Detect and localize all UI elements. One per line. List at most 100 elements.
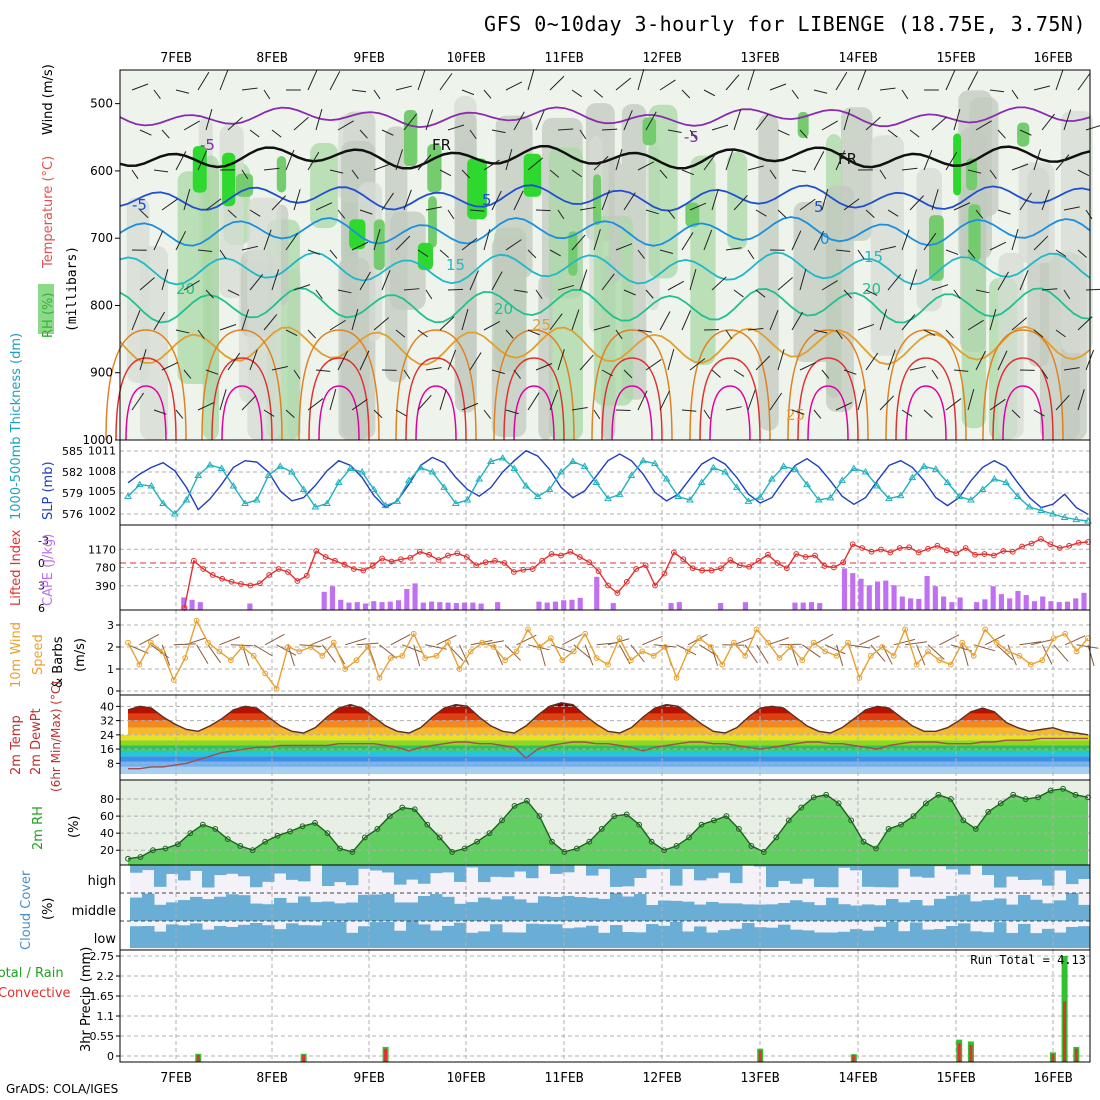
wind-barb xyxy=(491,129,506,134)
cloud-cover-block xyxy=(478,865,491,883)
lifted-index-line-point xyxy=(407,554,414,561)
lifted-index-line-point xyxy=(398,556,404,563)
date-label-bottom: 16FEB xyxy=(1033,1071,1072,1086)
rh-line-point xyxy=(798,804,805,811)
thickness-line-point xyxy=(615,490,624,497)
wind-speed-line-point xyxy=(1027,661,1034,668)
wind-speed-line-point xyxy=(742,652,749,659)
thickness-line-point xyxy=(533,492,542,499)
thickness-line-point xyxy=(978,485,987,492)
cloud-cover-block xyxy=(502,932,515,948)
rh-line-point xyxy=(249,847,256,854)
y-tick-label: 40 xyxy=(100,827,114,840)
wind-barb xyxy=(417,329,428,338)
cloud-cover-block xyxy=(490,924,503,948)
cape-bar xyxy=(387,601,393,610)
wind-barb xyxy=(505,148,513,171)
cape-bar xyxy=(941,596,947,610)
wind-barb xyxy=(549,249,561,257)
isotherm-warm-loop xyxy=(211,357,273,441)
cloud-cover-block xyxy=(886,899,899,921)
cloud-cover-block xyxy=(550,865,563,874)
lifted-index-line-point xyxy=(915,549,922,556)
wind-barb xyxy=(1033,85,1050,91)
cape-tick-label: 780 xyxy=(95,562,116,575)
cloud-cover-block xyxy=(166,865,179,874)
cape-bar xyxy=(354,602,360,610)
rh-line-point xyxy=(499,817,505,824)
wind-barb xyxy=(901,229,910,251)
cloud-cover-block xyxy=(1066,865,1079,885)
wind-speed-line-point xyxy=(787,644,794,650)
lifted-index-line-point xyxy=(520,566,527,573)
cloud-cover-block xyxy=(1078,926,1091,948)
wind-barb xyxy=(527,329,540,336)
wind-speed-line-point xyxy=(890,652,897,659)
wind-barb xyxy=(733,194,748,211)
rh-line-point xyxy=(711,817,717,824)
wind-barb xyxy=(417,69,426,91)
date-label-top: 9FEB xyxy=(353,51,384,66)
isotherm-warm-loop xyxy=(885,329,967,441)
wind-barb xyxy=(425,206,442,211)
wind-barb xyxy=(557,209,565,220)
wind-speed-line-point xyxy=(639,648,646,655)
wind-barb xyxy=(681,169,695,176)
wind-speed-line-point xyxy=(147,639,154,646)
cloud-cover-block xyxy=(214,925,227,948)
wind-barb xyxy=(593,89,604,98)
cape-bar xyxy=(891,585,897,610)
wind-barb xyxy=(557,128,574,131)
wind-speed-line-point xyxy=(822,648,829,655)
rh-line-point xyxy=(561,849,568,855)
wind-barb-10m xyxy=(905,641,928,646)
cloud-cover-block xyxy=(778,865,791,881)
wind-speed-line-point xyxy=(456,666,463,672)
cape-bar xyxy=(478,603,484,610)
wind-barb xyxy=(285,409,295,418)
cloud-cover-block xyxy=(142,926,155,948)
wind-barb-10m xyxy=(264,633,285,646)
wind-barb xyxy=(461,402,479,411)
cloud-cover-block xyxy=(166,924,179,948)
y-tick-label: 500 xyxy=(90,97,113,111)
rh-line-point xyxy=(835,800,842,807)
cloud-cover-block xyxy=(154,865,167,887)
rh-line-point xyxy=(262,838,269,845)
cloud-cover-block xyxy=(730,865,743,884)
cape-bar xyxy=(800,602,806,610)
rh-line-point xyxy=(1060,785,1066,792)
rh-line-point xyxy=(773,834,780,841)
wind-barb-10m xyxy=(836,644,844,667)
wind-barb xyxy=(1041,189,1050,211)
isotherm-line xyxy=(119,184,1091,212)
cloud-cover-block xyxy=(298,865,311,882)
wind-barb-10m xyxy=(767,637,789,646)
rh-line-point xyxy=(898,821,904,828)
wind-barb xyxy=(835,150,846,171)
temp-warm-band xyxy=(128,702,1088,707)
wind-barb-10m xyxy=(1087,644,1095,667)
wind-barb xyxy=(579,269,588,291)
wind-barb xyxy=(1011,409,1021,419)
lifted-index-line-point xyxy=(774,560,781,566)
cloud-cover-block xyxy=(646,865,659,870)
wind-barb xyxy=(813,89,828,94)
wind-barb xyxy=(667,209,676,219)
cape-bar xyxy=(990,586,996,610)
wind-barb-10m xyxy=(893,638,916,646)
cloud-cover-block xyxy=(322,865,335,887)
cape-bar xyxy=(552,601,559,610)
wind-barb xyxy=(593,229,601,251)
wind-barb xyxy=(843,198,860,211)
wind-barb xyxy=(131,309,141,331)
wind-barb xyxy=(931,116,947,131)
cloud-cover-block xyxy=(430,894,443,921)
wind-speed-line-point xyxy=(296,648,303,655)
wind-barb xyxy=(747,165,765,171)
wind-barb-10m xyxy=(1053,644,1069,662)
cloud-cover-block xyxy=(922,929,935,948)
cloud-cover-block xyxy=(406,921,419,948)
lifted-index-line-point xyxy=(990,552,997,559)
cloud-cover-block xyxy=(802,930,815,948)
